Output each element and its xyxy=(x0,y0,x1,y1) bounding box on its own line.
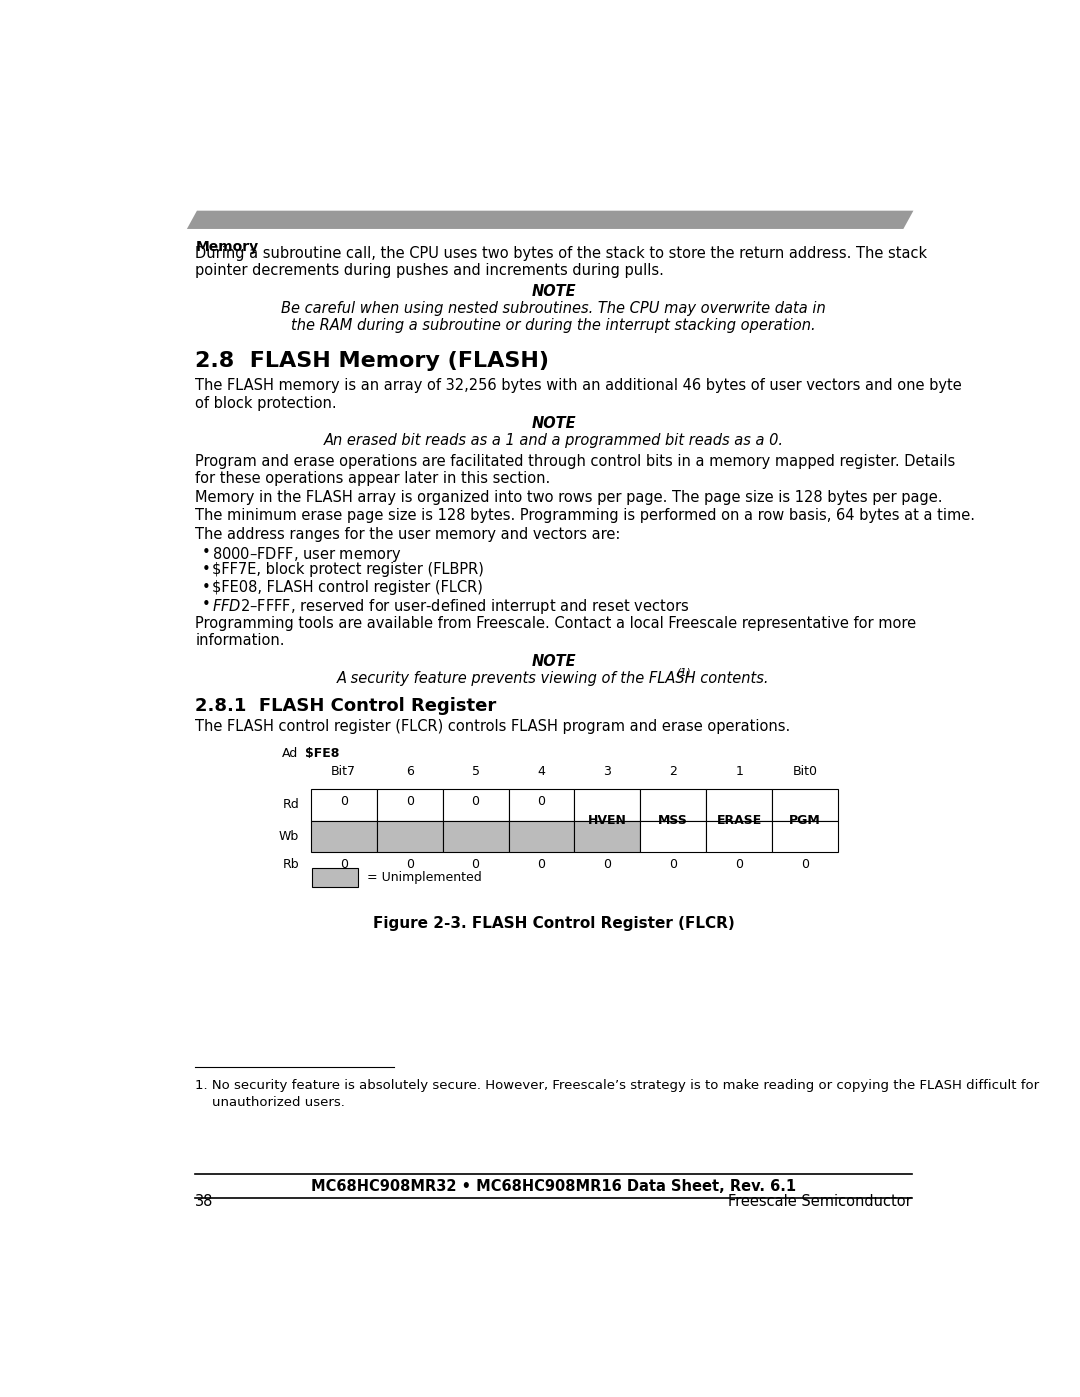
Text: of block protection.: of block protection. xyxy=(195,395,337,411)
Text: unauthorized users.: unauthorized users. xyxy=(195,1097,346,1109)
Text: Be careful when using nested subroutines. The CPU may overwrite data in: Be careful when using nested subroutines… xyxy=(281,300,826,316)
Text: HVEN: HVEN xyxy=(588,814,626,827)
Text: 0: 0 xyxy=(538,795,545,807)
Text: The address ranges for the user memory and vectors are:: The address ranges for the user memory a… xyxy=(195,527,621,542)
Text: Bit0: Bit0 xyxy=(793,764,818,778)
Text: 2.8.1  FLASH Control Register: 2.8.1 FLASH Control Register xyxy=(195,697,497,715)
Text: 0: 0 xyxy=(538,858,545,872)
Text: 0: 0 xyxy=(472,795,480,807)
Text: 0: 0 xyxy=(340,858,348,872)
Bar xyxy=(377,820,443,852)
Text: $FE8: $FE8 xyxy=(305,747,339,760)
Text: Rd: Rd xyxy=(282,799,299,812)
Text: 0: 0 xyxy=(604,858,611,872)
Text: NOTE: NOTE xyxy=(531,654,576,669)
Text: pointer decrements during pushes and increments during pulls.: pointer decrements during pushes and inc… xyxy=(195,263,664,278)
Text: information.: information. xyxy=(195,633,285,648)
Text: Rb: Rb xyxy=(283,858,299,872)
Bar xyxy=(443,789,509,820)
Bar xyxy=(311,820,377,852)
Text: The FLASH control register (FLCR) controls FLASH program and erase operations.: The FLASH control register (FLCR) contro… xyxy=(195,719,791,735)
Text: MSS: MSS xyxy=(659,814,688,827)
Text: Memory in the FLASH array is organized into two rows per page. The page size is : Memory in the FLASH array is organized i… xyxy=(195,490,943,506)
Text: Bit7: Bit7 xyxy=(332,764,356,778)
Text: $FE08, FLASH control register (FLCR): $FE08, FLASH control register (FLCR) xyxy=(212,580,483,595)
Text: NOTE: NOTE xyxy=(531,284,576,299)
Bar xyxy=(706,820,772,852)
Text: During a subroutine call, the CPU uses two bytes of the stack to store the retur: During a subroutine call, the CPU uses t… xyxy=(195,246,928,261)
Text: 2.8  FLASH Memory (FLASH): 2.8 FLASH Memory (FLASH) xyxy=(195,351,550,370)
Bar xyxy=(772,820,838,852)
Bar xyxy=(509,789,575,820)
Text: The minimum erase page size is 128 bytes. Programming is performed on a row basi: The minimum erase page size is 128 bytes… xyxy=(195,507,975,522)
Text: 4: 4 xyxy=(538,764,545,778)
Bar xyxy=(640,820,706,852)
Text: $FF7E, block protect register (FLBPR): $FF7E, block protect register (FLBPR) xyxy=(212,563,484,577)
Bar xyxy=(377,789,443,820)
Text: 3: 3 xyxy=(604,764,611,778)
Text: 5: 5 xyxy=(472,764,480,778)
Text: 2: 2 xyxy=(670,764,677,778)
Text: Wb: Wb xyxy=(279,830,299,842)
Text: PGM: PGM xyxy=(789,814,821,827)
Text: = Unimplemented: = Unimplemented xyxy=(367,872,482,884)
Bar xyxy=(575,789,640,820)
Text: 38: 38 xyxy=(195,1194,214,1208)
Text: A security feature prevents viewing of the FLASH contents.: A security feature prevents viewing of t… xyxy=(337,671,770,686)
Text: •: • xyxy=(202,580,211,595)
Text: 1: 1 xyxy=(735,764,743,778)
Text: 0: 0 xyxy=(406,795,414,807)
Text: 0: 0 xyxy=(340,795,348,807)
Text: Ad: Ad xyxy=(282,747,298,760)
Text: ERASE: ERASE xyxy=(717,814,761,827)
Text: •: • xyxy=(202,597,211,612)
Bar xyxy=(706,789,772,820)
Bar xyxy=(575,820,640,852)
Text: $8000–$FDFF, user memory: $8000–$FDFF, user memory xyxy=(212,545,402,564)
Text: the RAM during a subroutine or during the interrupt stacking operation.: the RAM during a subroutine or during th… xyxy=(292,319,815,334)
Text: 0: 0 xyxy=(670,858,677,872)
Text: 1. No security feature is absolutely secure. However, Freescale’s strategy is to: 1. No security feature is absolutely sec… xyxy=(195,1078,1039,1091)
Text: The FLASH memory is an array of 32,256 bytes with an additional 46 bytes of user: The FLASH memory is an array of 32,256 b… xyxy=(195,379,962,394)
Text: Freescale Semiconductor: Freescale Semiconductor xyxy=(728,1194,912,1208)
Bar xyxy=(312,868,359,887)
Text: for these operations appear later in this section.: for these operations appear later in thi… xyxy=(195,471,551,486)
Text: 0: 0 xyxy=(472,858,480,872)
Text: NOTE: NOTE xyxy=(531,416,576,432)
Text: Figure 2-3. FLASH Control Register (FLCR): Figure 2-3. FLASH Control Register (FLCR… xyxy=(373,916,734,932)
Text: 0: 0 xyxy=(406,858,414,872)
Text: MC68HC908MR32 • MC68HC908MR16 Data Sheet, Rev. 6.1: MC68HC908MR32 • MC68HC908MR16 Data Sheet… xyxy=(311,1179,796,1194)
Text: 0: 0 xyxy=(735,858,743,872)
Bar xyxy=(509,820,575,852)
Text: 6: 6 xyxy=(406,764,414,778)
Text: Programming tools are available from Freescale. Contact a local Freescale repres: Programming tools are available from Fre… xyxy=(195,616,917,631)
Text: (1): (1) xyxy=(676,668,691,678)
Bar xyxy=(640,789,706,820)
Bar xyxy=(772,789,838,820)
Text: An erased bit reads as a 1 and a programmed bit reads as a 0.: An erased bit reads as a 1 and a program… xyxy=(324,433,783,448)
Bar xyxy=(311,789,377,820)
Text: Memory: Memory xyxy=(195,240,258,254)
Text: •: • xyxy=(202,563,211,577)
Bar xyxy=(443,820,509,852)
Text: Program and erase operations are facilitated through control bits in a memory ma: Program and erase operations are facilit… xyxy=(195,454,956,469)
Polygon shape xyxy=(187,211,914,229)
Text: 0: 0 xyxy=(801,858,809,872)
Text: •: • xyxy=(202,545,211,560)
Text: $FFD2–$FFFF, reserved for user-defined interrupt and reset vectors: $FFD2–$FFFF, reserved for user-defined i… xyxy=(212,597,689,616)
